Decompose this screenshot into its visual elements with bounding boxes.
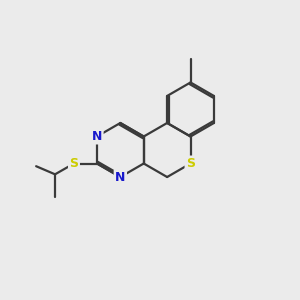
Text: N: N <box>115 170 125 184</box>
Text: S: S <box>70 157 79 170</box>
Text: S: S <box>186 157 195 170</box>
Text: N: N <box>92 130 102 143</box>
